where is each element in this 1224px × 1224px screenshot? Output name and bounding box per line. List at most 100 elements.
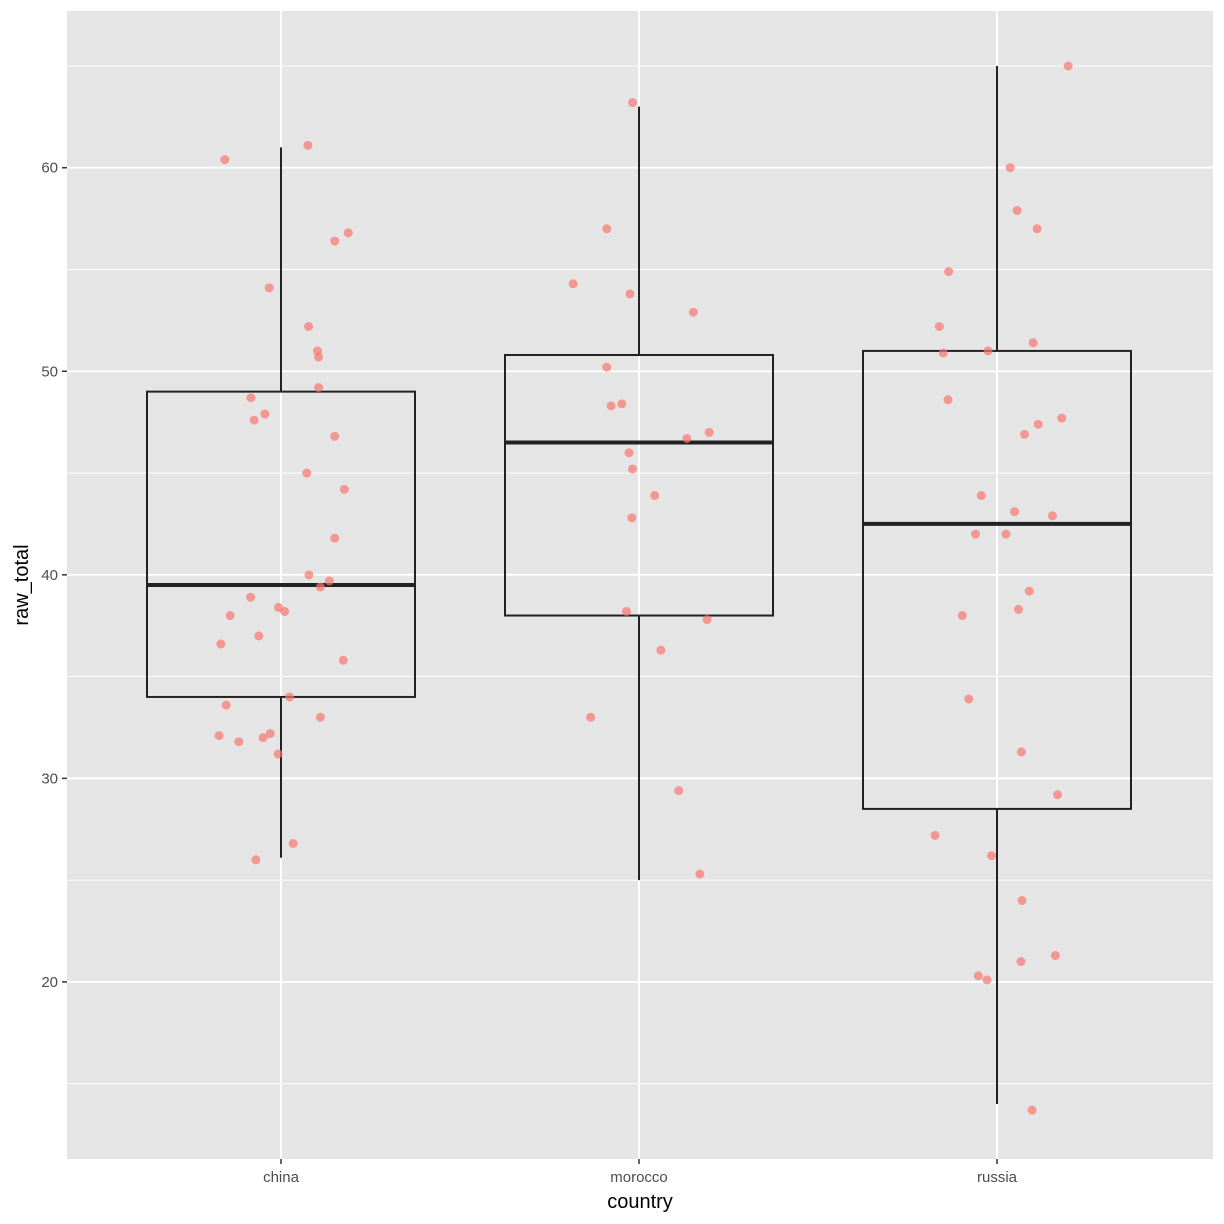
data-point bbox=[568, 279, 578, 289]
data-point bbox=[265, 729, 275, 739]
data-point bbox=[1016, 957, 1026, 967]
y-tick-label: 60 bbox=[41, 160, 58, 177]
data-point bbox=[220, 155, 230, 165]
data-point bbox=[251, 855, 261, 865]
data-point bbox=[987, 851, 997, 861]
data-point bbox=[688, 307, 698, 317]
data-point bbox=[628, 98, 638, 108]
y-tick-label: 20 bbox=[41, 974, 58, 991]
data-point bbox=[625, 289, 635, 299]
data-point bbox=[957, 611, 967, 621]
data-point bbox=[1024, 586, 1034, 596]
box-iqr bbox=[862, 349, 1132, 810]
data-point bbox=[650, 490, 660, 500]
data-point bbox=[280, 606, 290, 616]
x-tick-label: russia bbox=[977, 1169, 1018, 1186]
data-point bbox=[971, 529, 981, 539]
data-point bbox=[627, 513, 637, 523]
data-point bbox=[1017, 895, 1027, 905]
data-point bbox=[1027, 1105, 1037, 1115]
data-point bbox=[624, 448, 634, 458]
data-point bbox=[304, 321, 314, 331]
jitter-points bbox=[214, 61, 1073, 1115]
data-point bbox=[602, 362, 612, 372]
y-axis-title: raw_total bbox=[11, 544, 33, 625]
data-point bbox=[982, 975, 992, 985]
data-point bbox=[225, 611, 235, 621]
box-iqr bbox=[504, 353, 774, 617]
data-point bbox=[339, 484, 349, 494]
data-point bbox=[221, 700, 231, 710]
data-point bbox=[314, 352, 324, 362]
data-point bbox=[695, 869, 705, 879]
data-point bbox=[602, 224, 612, 234]
data-point bbox=[315, 712, 325, 722]
data-point bbox=[973, 971, 983, 981]
data-point bbox=[656, 645, 666, 655]
data-point bbox=[324, 576, 334, 586]
data-point bbox=[303, 140, 313, 150]
y-tick-label: 30 bbox=[41, 770, 58, 787]
data-point bbox=[1013, 604, 1023, 614]
data-point bbox=[214, 731, 224, 741]
data-point bbox=[1020, 429, 1030, 439]
data-point bbox=[1050, 950, 1060, 960]
data-point bbox=[246, 393, 256, 403]
data-point bbox=[234, 737, 244, 747]
data-point bbox=[338, 655, 348, 665]
data-point bbox=[288, 839, 298, 849]
axis-ticks: 20 30 40 50 60 china morocco russia bbox=[41, 160, 1017, 1186]
data-point bbox=[1010, 507, 1020, 517]
data-point bbox=[621, 606, 631, 616]
data-point bbox=[330, 533, 340, 543]
data-point bbox=[934, 321, 944, 331]
data-point bbox=[254, 631, 264, 641]
data-point bbox=[249, 415, 259, 425]
data-point bbox=[1047, 511, 1057, 521]
data-point bbox=[628, 464, 638, 474]
y-tick-label: 40 bbox=[41, 567, 58, 584]
data-point bbox=[246, 592, 256, 602]
data-point bbox=[1032, 224, 1042, 234]
data-point bbox=[964, 694, 974, 704]
box-iqr bbox=[146, 390, 416, 698]
data-point bbox=[1012, 205, 1022, 215]
x-tick-label: china bbox=[263, 1169, 300, 1186]
data-point bbox=[258, 733, 268, 743]
data-point bbox=[704, 427, 714, 437]
data-point bbox=[976, 490, 986, 500]
data-point bbox=[302, 468, 312, 478]
data-point bbox=[944, 267, 954, 277]
data-point bbox=[1028, 338, 1038, 348]
box-morocco bbox=[504, 106, 774, 881]
data-point bbox=[264, 283, 274, 293]
x-tick-label: morocco bbox=[610, 1169, 668, 1186]
data-point bbox=[304, 570, 314, 580]
data-point bbox=[586, 712, 596, 722]
data-point bbox=[315, 582, 325, 592]
y-tick-label: 50 bbox=[41, 363, 58, 380]
data-point bbox=[330, 236, 340, 246]
data-point bbox=[1016, 747, 1026, 757]
boxes bbox=[146, 65, 1132, 1105]
box-china bbox=[146, 147, 416, 858]
data-point bbox=[943, 395, 953, 405]
data-point bbox=[260, 409, 270, 419]
data-point bbox=[983, 346, 993, 356]
data-point bbox=[1063, 61, 1073, 71]
data-point bbox=[682, 433, 692, 443]
data-point bbox=[1001, 529, 1011, 539]
data-point bbox=[273, 749, 283, 759]
data-point bbox=[1005, 163, 1015, 173]
data-point bbox=[1057, 413, 1067, 423]
data-point bbox=[343, 228, 353, 238]
x-axis-title: country bbox=[607, 1191, 673, 1213]
data-point bbox=[285, 692, 295, 702]
box-russia bbox=[862, 65, 1132, 1105]
data-point bbox=[617, 399, 627, 409]
data-point bbox=[938, 348, 948, 358]
data-point bbox=[930, 830, 940, 840]
data-point bbox=[1033, 419, 1043, 429]
data-point bbox=[216, 639, 226, 649]
